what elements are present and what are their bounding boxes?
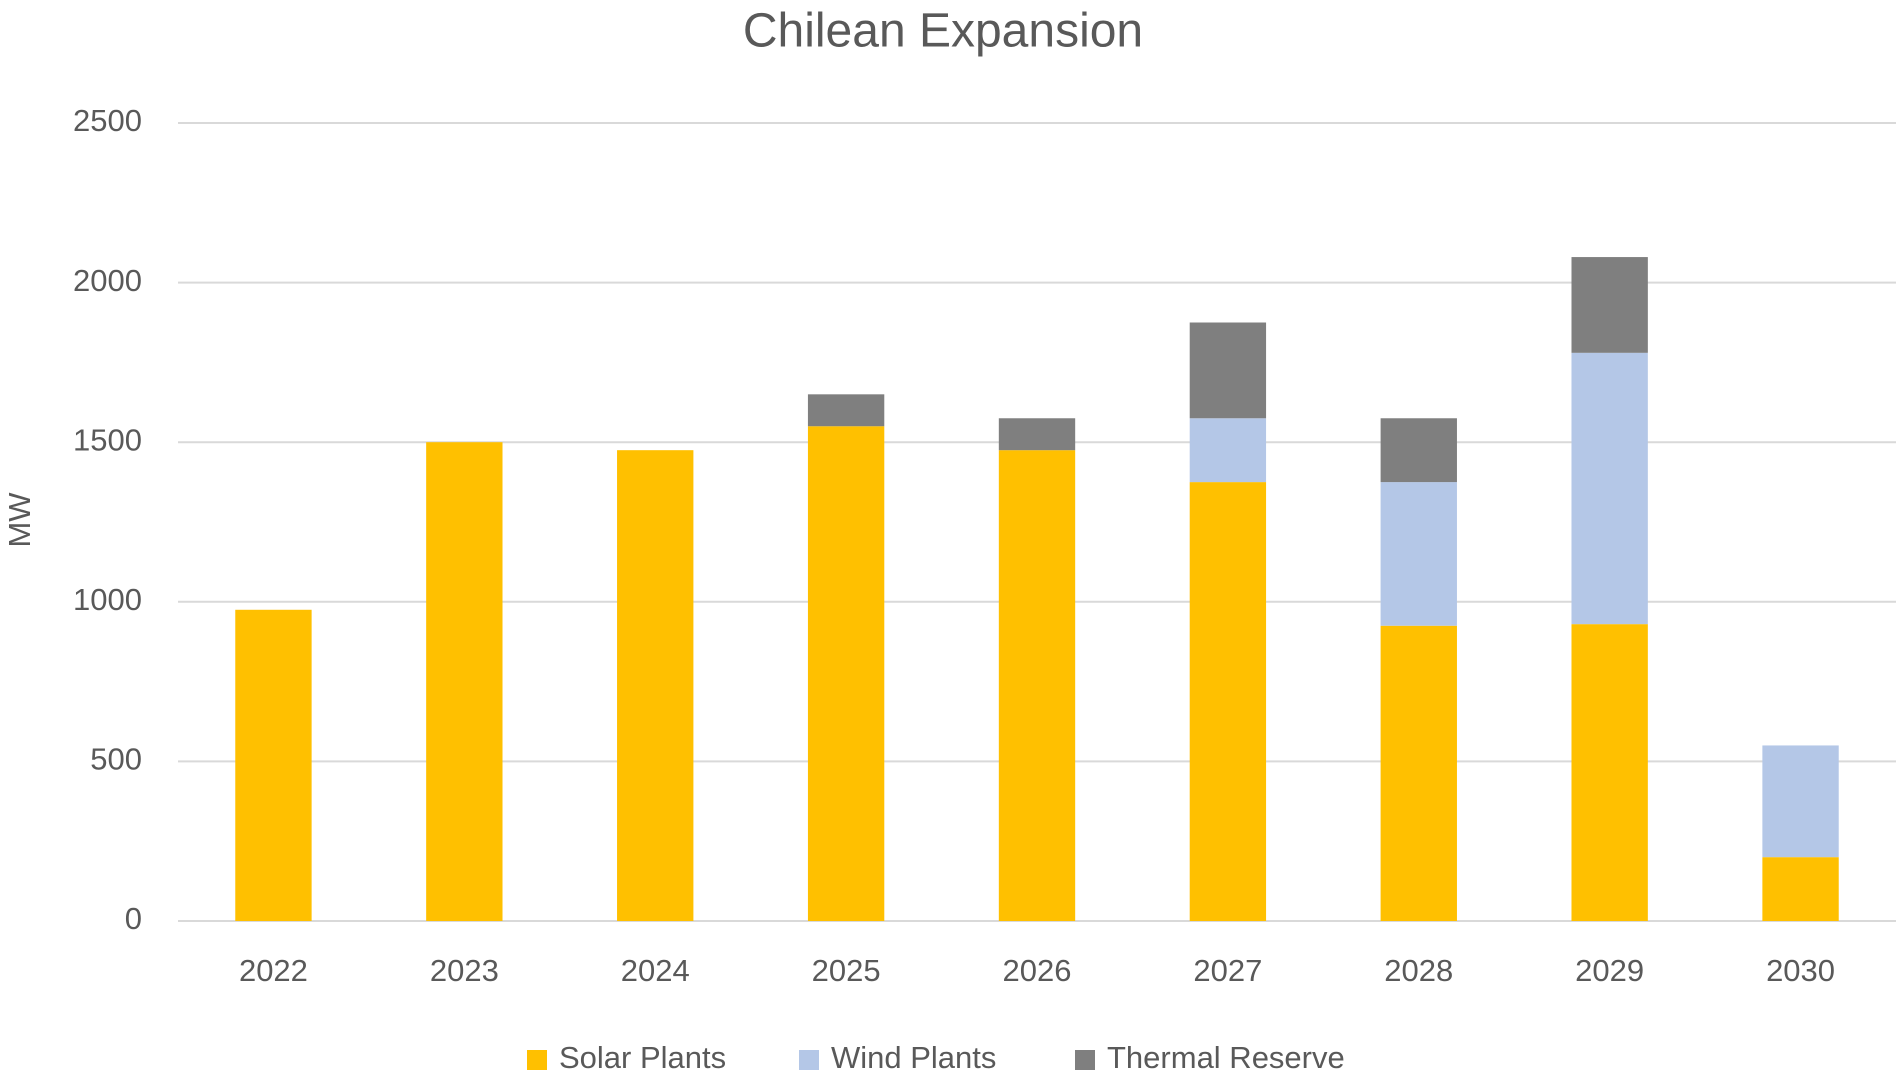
x-tick-label: 2028 xyxy=(1384,953,1453,988)
legend-label: Solar Plants xyxy=(559,1040,726,1075)
bar-segment xyxy=(998,418,1076,451)
bar-segment xyxy=(1380,625,1457,921)
x-tick-label: 2027 xyxy=(1193,953,1262,988)
bar-segment xyxy=(1380,418,1457,483)
x-tick-label: 2023 xyxy=(430,953,499,988)
y-tick-label: 1500 xyxy=(73,422,142,457)
bar-segment xyxy=(1380,482,1457,626)
y-tick-label: 2000 xyxy=(73,263,142,298)
y-tick-label: 500 xyxy=(90,742,142,777)
legend-swatch xyxy=(527,1050,547,1070)
legend-label: Wind Plants xyxy=(831,1040,996,1075)
bar-segment xyxy=(998,450,1076,921)
bar-segment xyxy=(807,426,885,921)
bar-segment xyxy=(1571,624,1648,921)
bar-segment xyxy=(1189,418,1267,483)
bar-segment xyxy=(1571,352,1648,625)
x-tick-label: 2030 xyxy=(1766,953,1835,988)
legend-label: Thermal Reserve xyxy=(1107,1040,1345,1075)
y-axis-label: MW xyxy=(2,492,37,548)
y-tick-label: 2500 xyxy=(73,103,142,138)
legend-swatch xyxy=(799,1050,819,1070)
bar-segment xyxy=(1571,257,1648,353)
x-tick-label: 2024 xyxy=(621,953,690,988)
y-tick-label: 0 xyxy=(125,901,142,936)
bar-segment xyxy=(617,450,694,921)
bar-segment xyxy=(1762,745,1839,858)
bar-segment xyxy=(235,609,312,921)
bar-segment xyxy=(426,442,503,921)
legend-swatch xyxy=(1075,1050,1095,1070)
bar-segment xyxy=(807,394,885,427)
bar-segment xyxy=(1189,482,1267,921)
y-tick-label: 1000 xyxy=(73,582,142,617)
x-tick-label: 2026 xyxy=(1003,953,1072,988)
chart-title: Chilean Expansion xyxy=(743,5,1143,58)
bar-segment xyxy=(1189,322,1267,419)
x-tick-label: 2022 xyxy=(239,953,308,988)
x-tick-label: 2029 xyxy=(1575,953,1644,988)
x-tick-label: 2025 xyxy=(812,953,881,988)
bar-segment xyxy=(1762,857,1839,921)
